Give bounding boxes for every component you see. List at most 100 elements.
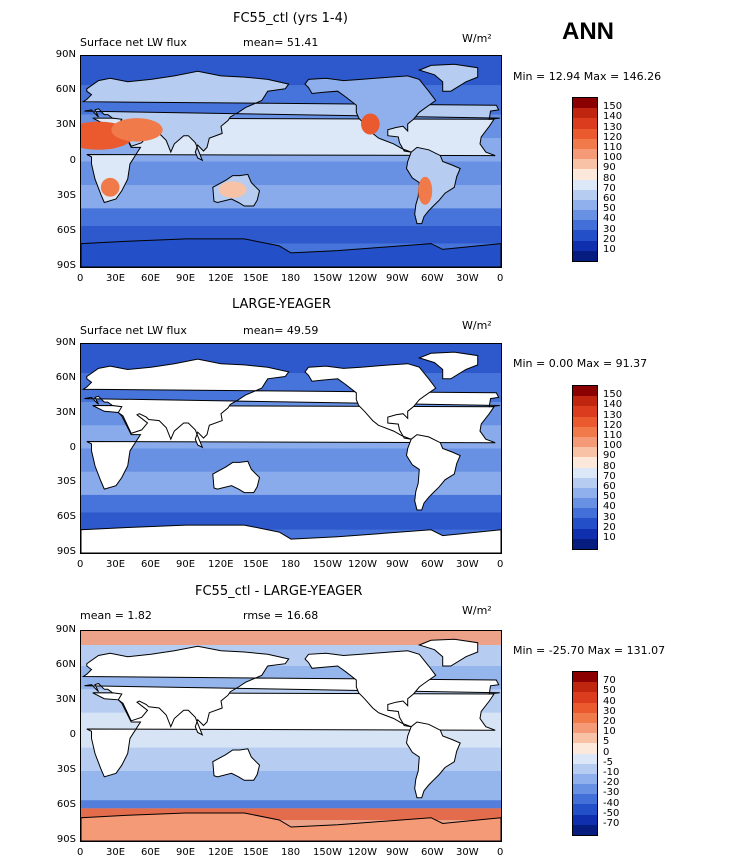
lon-tick-label: 150W — [313, 273, 342, 284]
colorbar-swatch — [573, 702, 597, 713]
field-hotspot — [361, 113, 380, 135]
lat-tick-label: 90N — [55, 337, 76, 348]
lon-tick-label: 0 — [77, 273, 84, 284]
continent-outline — [81, 812, 501, 841]
field-band — [81, 448, 501, 472]
lon-tick-label: 150W — [313, 559, 342, 570]
lon-tick-label: 120W — [348, 559, 377, 570]
continent-outline — [212, 748, 261, 781]
colorbar-label: 20 — [603, 716, 616, 727]
colorbar-swatch — [573, 692, 597, 703]
panel1-minmax: Min = 12.94 Max = 146.26 — [513, 70, 662, 83]
colorbar-swatch — [573, 159, 597, 170]
panel3-units: W/m² — [462, 604, 492, 617]
colorbar-label: -50 — [603, 807, 620, 819]
field-band — [81, 494, 501, 513]
lon-tick-label: 90E — [176, 847, 196, 858]
lon-tick-label: 30E — [106, 273, 126, 284]
continent-outline — [405, 146, 461, 225]
lat-tick-label: 0 — [69, 154, 76, 166]
lon-tick-label: 0 — [77, 847, 84, 858]
lon-tick-label: 90E — [176, 559, 196, 570]
colorbar-swatch — [573, 199, 597, 211]
continent-outline — [405, 721, 461, 799]
colorbar-label: 140 — [603, 399, 623, 411]
lon-tick-label: 60W — [421, 273, 444, 284]
field-band — [81, 808, 501, 820]
lat-tick-label: 90N — [55, 624, 76, 635]
colorbar-label: 130 — [603, 409, 623, 421]
panel1-colorbar — [572, 97, 598, 262]
colorbar-swatch — [573, 436, 597, 448]
lon-tick-label: 120E — [208, 273, 234, 284]
colorbar-swatch — [573, 773, 597, 785]
lon-tick-label: 0 — [77, 559, 84, 570]
colorbar-swatch — [573, 128, 597, 139]
colorbar-label: 80 — [603, 460, 616, 472]
colorbar-label: 80 — [603, 172, 616, 184]
lat-tick-label: 90S — [56, 834, 76, 845]
lon-tick-label: 30E — [106, 847, 126, 858]
continent-outline — [81, 70, 500, 162]
continent-outline — [81, 524, 501, 553]
field-band — [81, 471, 501, 495]
colorbar-swatch — [573, 722, 597, 734]
lon-tick-label: 60E — [141, 559, 161, 570]
field-band — [81, 184, 501, 209]
continent-outline — [304, 650, 437, 728]
lon-tick-label: 60E — [141, 273, 161, 284]
colorbar-swatch — [573, 763, 597, 774]
colorbar-label: 90 — [603, 450, 616, 462]
colorbar-swatch — [573, 804, 597, 815]
lon-tick-label: 120E — [208, 847, 234, 858]
lat-tick-label: 60N — [55, 84, 76, 96]
field-hotspot — [111, 118, 163, 142]
lon-tick-label: 120E — [208, 559, 234, 570]
colorbar-label: 120 — [603, 131, 623, 143]
lat-tick-label: 60S — [56, 224, 76, 236]
panel3-minmax: Min = -25.70 Max = 131.07 — [513, 644, 666, 657]
lon-tick-label: 180 — [281, 559, 301, 570]
colorbar-swatch — [573, 250, 597, 261]
panel3-title: FC55_ctl - LARGE-YEAGER — [195, 584, 363, 599]
colorbar-swatch — [573, 672, 597, 683]
field-band — [81, 161, 501, 185]
colorbar-label: 20 — [603, 233, 616, 245]
colorbar-swatch — [573, 538, 597, 549]
colorbar-label: 10 — [603, 726, 616, 738]
lat-tick-label: 60N — [55, 659, 76, 670]
continent-outline — [81, 358, 500, 449]
colorbar-label: 50 — [603, 685, 616, 697]
colorbar-swatch — [573, 179, 597, 190]
lat-tick-label: 30S — [56, 189, 76, 201]
colorbar-label: 30 — [603, 705, 616, 717]
colorbar-label: 140 — [603, 111, 623, 123]
colorbar-label: 10 — [603, 532, 616, 543]
panel3-colorbar — [572, 671, 598, 836]
colorbar-swatch — [573, 814, 597, 825]
lon-tick-label: 0 — [497, 273, 504, 284]
lon-tick-label: 90W — [386, 847, 409, 858]
colorbar-label: 100 — [603, 152, 623, 164]
colorbar-swatch — [573, 824, 597, 835]
colorbar-label: -30 — [603, 787, 620, 799]
colorbar-swatch — [573, 518, 597, 529]
lon-tick-label: 120W — [348, 847, 377, 858]
colorbar-label: -10 — [603, 767, 620, 778]
lon-tick-label: 30E — [106, 559, 126, 570]
colorbar-swatch — [573, 753, 597, 764]
lon-tick-label: 150W — [313, 847, 342, 858]
colorbar-label: 50 — [603, 203, 616, 215]
lon-tick-label: 30W — [456, 559, 479, 570]
colorbar-swatch — [573, 426, 597, 437]
continent-outline — [304, 363, 437, 440]
colorbar-swatch — [573, 240, 597, 251]
lon-tick-label: 30W — [456, 273, 479, 284]
colorbar-label: 0 — [603, 746, 610, 758]
lat-tick-label: 30N — [55, 119, 76, 131]
panel3-map — [80, 630, 502, 842]
continent-outline — [417, 638, 479, 667]
colorbar-swatch — [573, 416, 597, 427]
panel1-title: FC55_ctl (yrs 1-4) — [233, 11, 348, 26]
colorbar-label: -5 — [603, 756, 613, 768]
